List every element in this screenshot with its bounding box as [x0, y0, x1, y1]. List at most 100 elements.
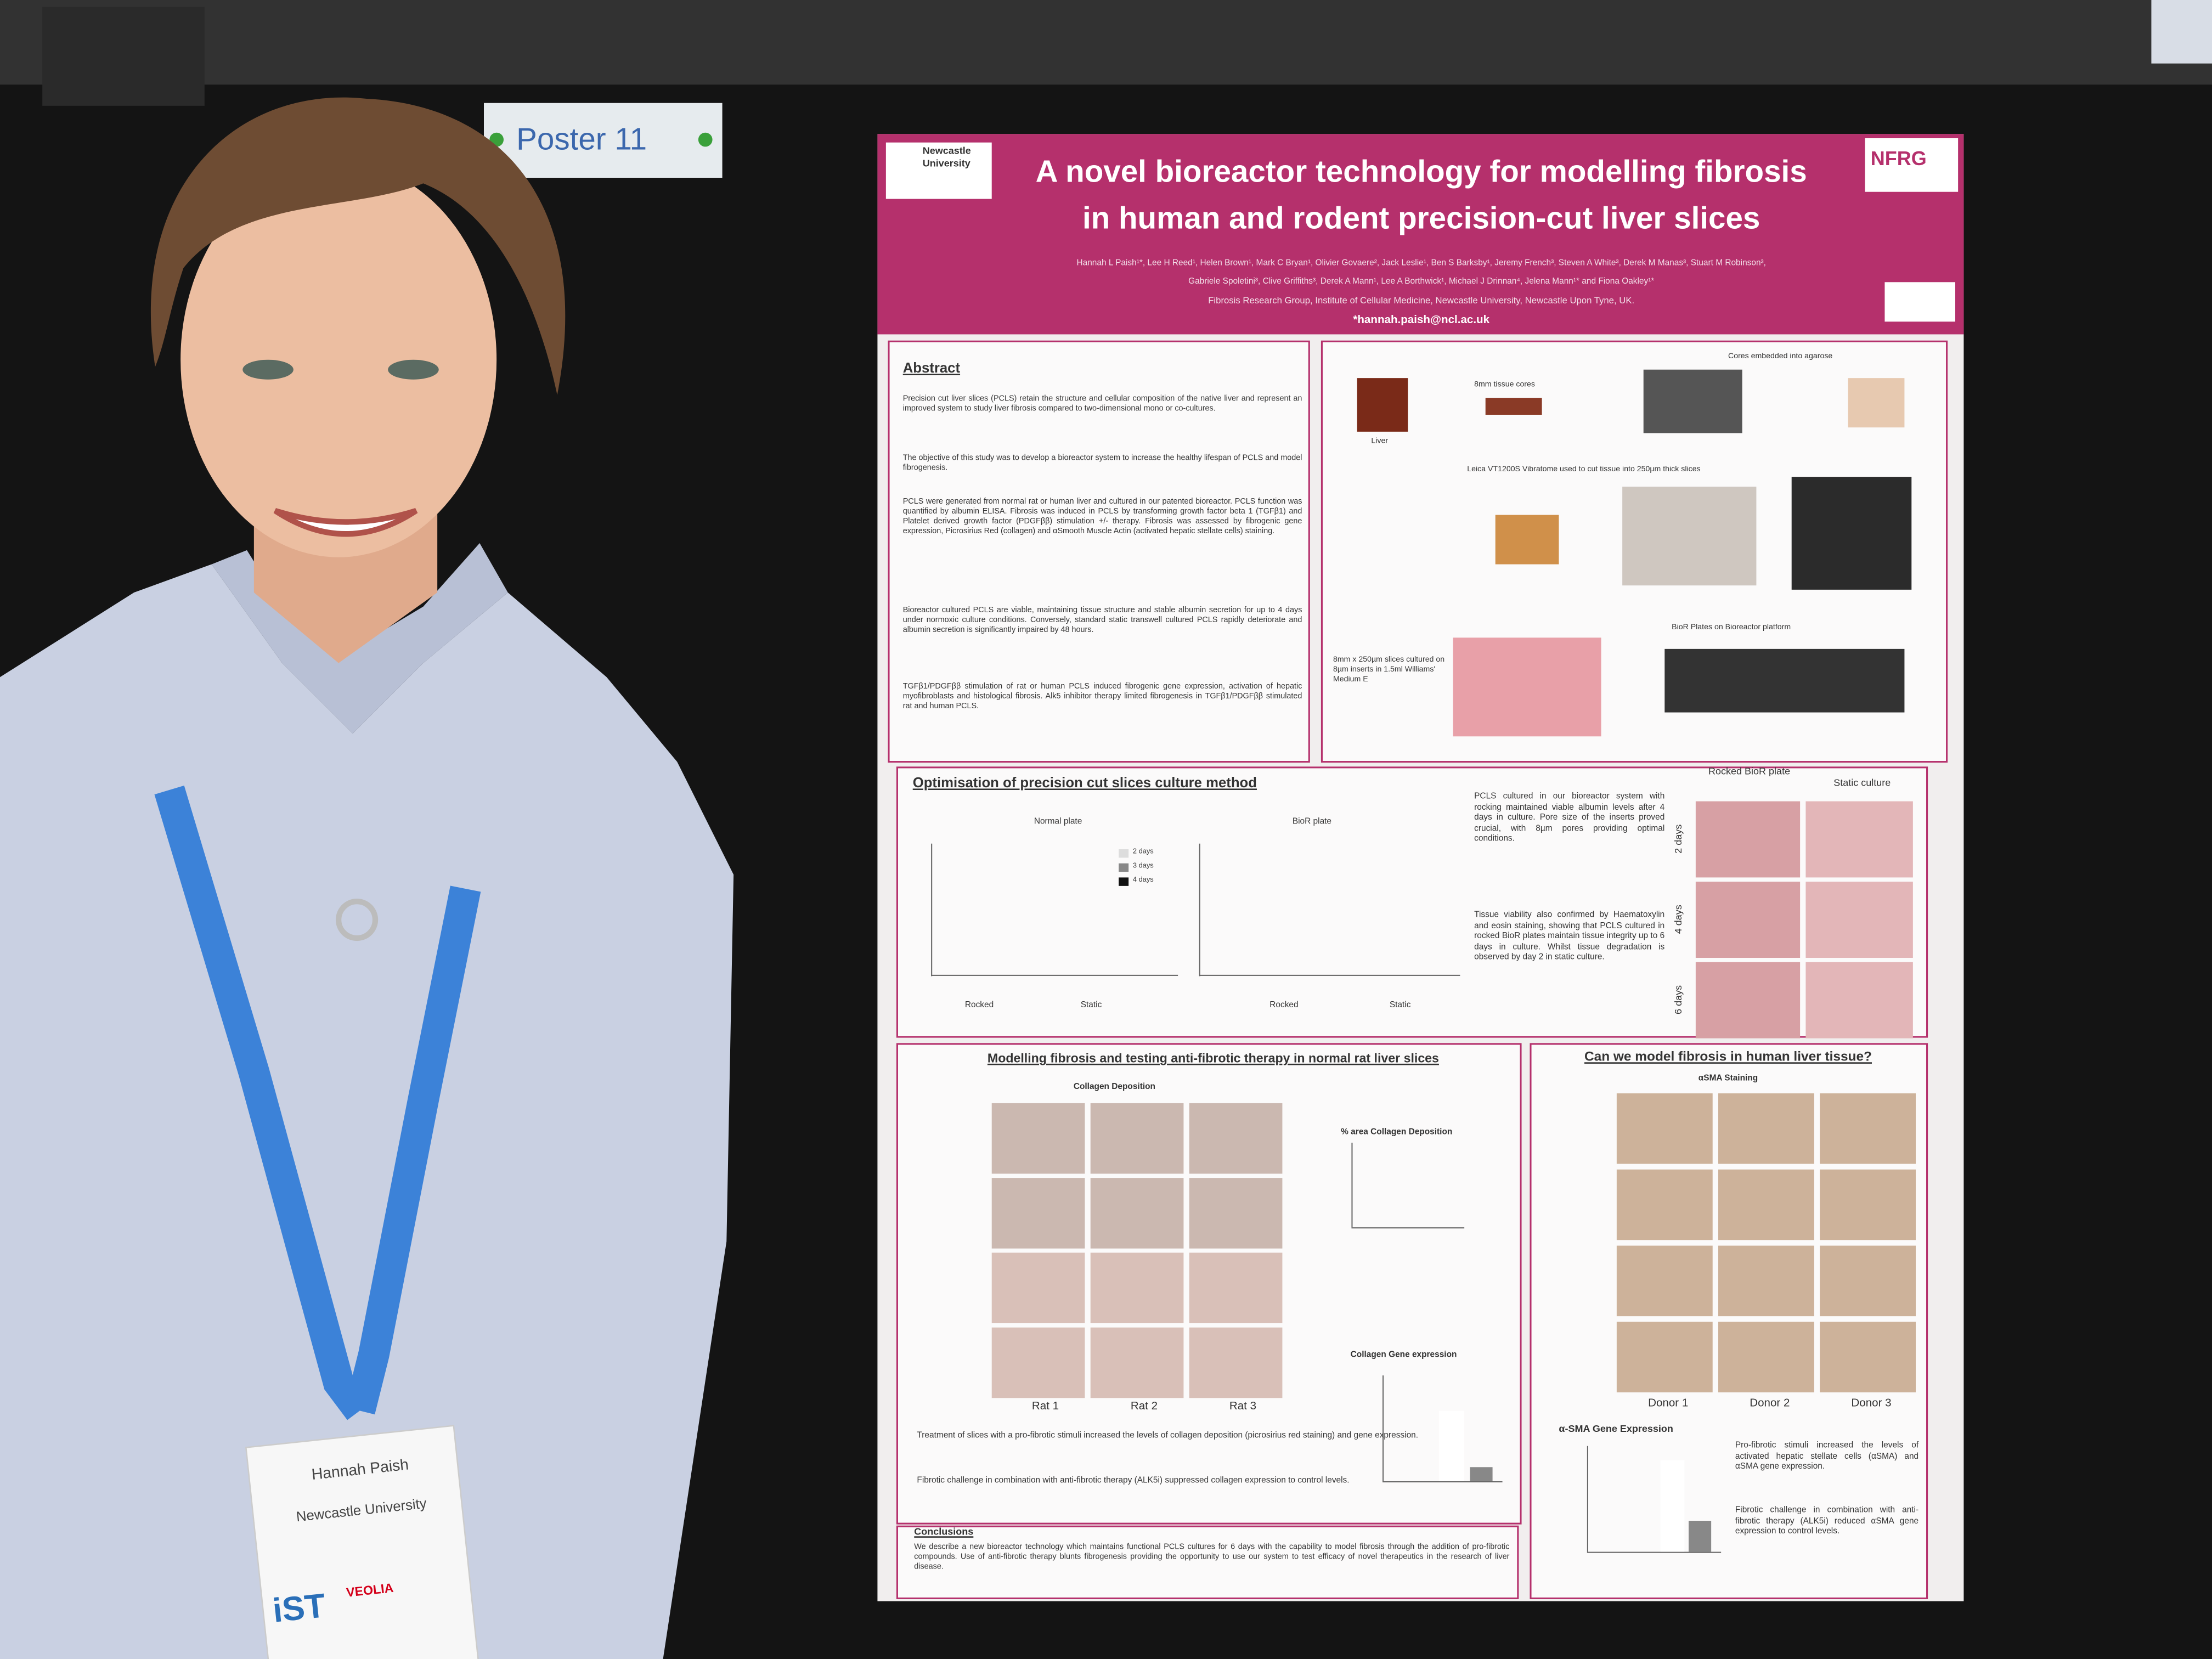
- row-label: 6 days: [1674, 985, 1685, 1014]
- hair: [150, 97, 566, 396]
- paragraph: TGFβ1/PDGFββ stimulation of rat or human…: [902, 682, 1302, 711]
- bar-shape: [1689, 1521, 1712, 1552]
- micrograph: [991, 1178, 1085, 1249]
- axis-label: Static: [1389, 1001, 1411, 1011]
- micrograph: [1189, 1327, 1283, 1398]
- logo-text: NFRG: [1870, 146, 1927, 170]
- micrograph: [1189, 1252, 1283, 1323]
- paragraph: Precision cut liver slices (PCLS) retain…: [902, 395, 1302, 414]
- axis: [1199, 843, 1200, 977]
- column-label: Rat 1: [1031, 1399, 1059, 1412]
- necklace: [335, 898, 379, 941]
- micrograph: [1090, 1327, 1184, 1398]
- micrograph: [1718, 1245, 1814, 1317]
- micrograph: [1718, 1093, 1814, 1164]
- agarose: [1848, 378, 1905, 428]
- figure-label: Cores embedded into agarose: [1728, 352, 1833, 362]
- poster-header: [877, 134, 1964, 335]
- axis-label: Rocked: [964, 1001, 994, 1011]
- subheading: αSMA Staining: [1698, 1075, 1758, 1084]
- micrograph: [1805, 882, 1913, 958]
- legend-swatch: [1119, 849, 1129, 858]
- legend-label: 4 days: [1132, 876, 1154, 885]
- axis: [1199, 974, 1460, 976]
- micrograph: [1695, 962, 1801, 1039]
- paragraph: Treatment of slices with a pro-fibrotic …: [917, 1432, 1419, 1441]
- panel: [896, 1525, 1519, 1599]
- paragraph: PCLS cultured in our bioreactor system w…: [1474, 793, 1665, 844]
- badge-card: [245, 1425, 479, 1659]
- chart-title: Normal plate: [1034, 818, 1082, 827]
- axis: [1383, 1481, 1503, 1483]
- micrograph: [1695, 801, 1801, 878]
- badge: [245, 1425, 479, 1659]
- micrograph: [1090, 1252, 1184, 1323]
- column-label: Donor 1: [1648, 1396, 1689, 1409]
- micrograph: [1805, 801, 1913, 878]
- column-label: Rat 3: [1229, 1399, 1257, 1412]
- pin: [698, 132, 713, 147]
- slices: [1495, 515, 1559, 565]
- sign-card: [484, 103, 723, 178]
- lanyard: [345, 885, 481, 1415]
- axis: [1587, 1551, 1722, 1553]
- paragraph: Tissue viability also confirmed by Haema…: [1474, 911, 1665, 962]
- heading: Modelling fibrosis and testing anti-fibr…: [987, 1051, 1439, 1065]
- micrograph: [1616, 1093, 1713, 1164]
- paragraph: PCLS were generated from normal rat or h…: [902, 498, 1302, 537]
- chart-title: BioR plate: [1292, 818, 1332, 827]
- bioreactor: [1664, 648, 1905, 713]
- axis: [931, 843, 933, 977]
- figure-label: BioR Plates on Bioreactor platform: [1672, 623, 1791, 632]
- axis: [1351, 1142, 1353, 1228]
- eye: [388, 359, 439, 380]
- heading: Conclusions: [914, 1527, 974, 1538]
- panel: [888, 340, 1310, 763]
- axis: [1587, 1446, 1588, 1552]
- legend-swatch: [1119, 863, 1129, 872]
- face: [180, 162, 497, 557]
- paragraph: Fibrotic challenge in combination with a…: [917, 1477, 1350, 1486]
- column-label: Static culture: [1833, 778, 1891, 789]
- micrograph: [1820, 1245, 1916, 1317]
- micrograph: [991, 1103, 1085, 1174]
- micrograph: [1090, 1103, 1184, 1174]
- chart-title: Collagen Gene expression: [1350, 1351, 1457, 1360]
- plate: [1453, 637, 1601, 737]
- chart-title: α-SMA Gene Expression: [1559, 1425, 1673, 1435]
- axis: [1383, 1375, 1384, 1481]
- axis-label: Rocked: [1269, 1001, 1299, 1011]
- micrograph: [1090, 1178, 1184, 1249]
- legend-swatch: [1119, 877, 1129, 886]
- cores: [1485, 398, 1542, 415]
- micrograph: [1718, 1322, 1814, 1392]
- micrograph: [1189, 1178, 1283, 1249]
- legend-label: 2 days: [1132, 848, 1154, 856]
- bar-shape: [1438, 1410, 1465, 1481]
- axis: [931, 974, 1178, 976]
- column-label: Donor 2: [1750, 1396, 1790, 1409]
- affiliation: Fibrosis Research Group, Institute of Ce…: [1208, 296, 1635, 306]
- micrograph: [1820, 1169, 1916, 1240]
- micrograph: [1820, 1093, 1916, 1164]
- email: *hannah.paish@ncl.ac.uk: [1353, 313, 1490, 326]
- wall-panel: [42, 7, 205, 106]
- row-label: 4 days: [1674, 905, 1685, 934]
- micrograph: [1616, 1245, 1713, 1317]
- column-label: Rat 2: [1130, 1399, 1158, 1412]
- figure-label: Liver: [1371, 437, 1389, 446]
- column-label: Rocked BioR plate: [1708, 767, 1791, 777]
- smile: [273, 507, 418, 537]
- logo-box: [1884, 282, 1955, 322]
- heading: Abstract: [902, 361, 961, 377]
- micrograph: [1616, 1322, 1713, 1392]
- logo-text: Newcastle University: [922, 146, 971, 169]
- micrograph: [1718, 1169, 1814, 1240]
- heading: Can we model fibrosis in human liver tis…: [1584, 1049, 1872, 1065]
- slices: [1622, 487, 1757, 586]
- column-label: Donor 3: [1851, 1396, 1892, 1409]
- micrograph: [1805, 962, 1913, 1039]
- legend-label: 3 days: [1132, 862, 1154, 871]
